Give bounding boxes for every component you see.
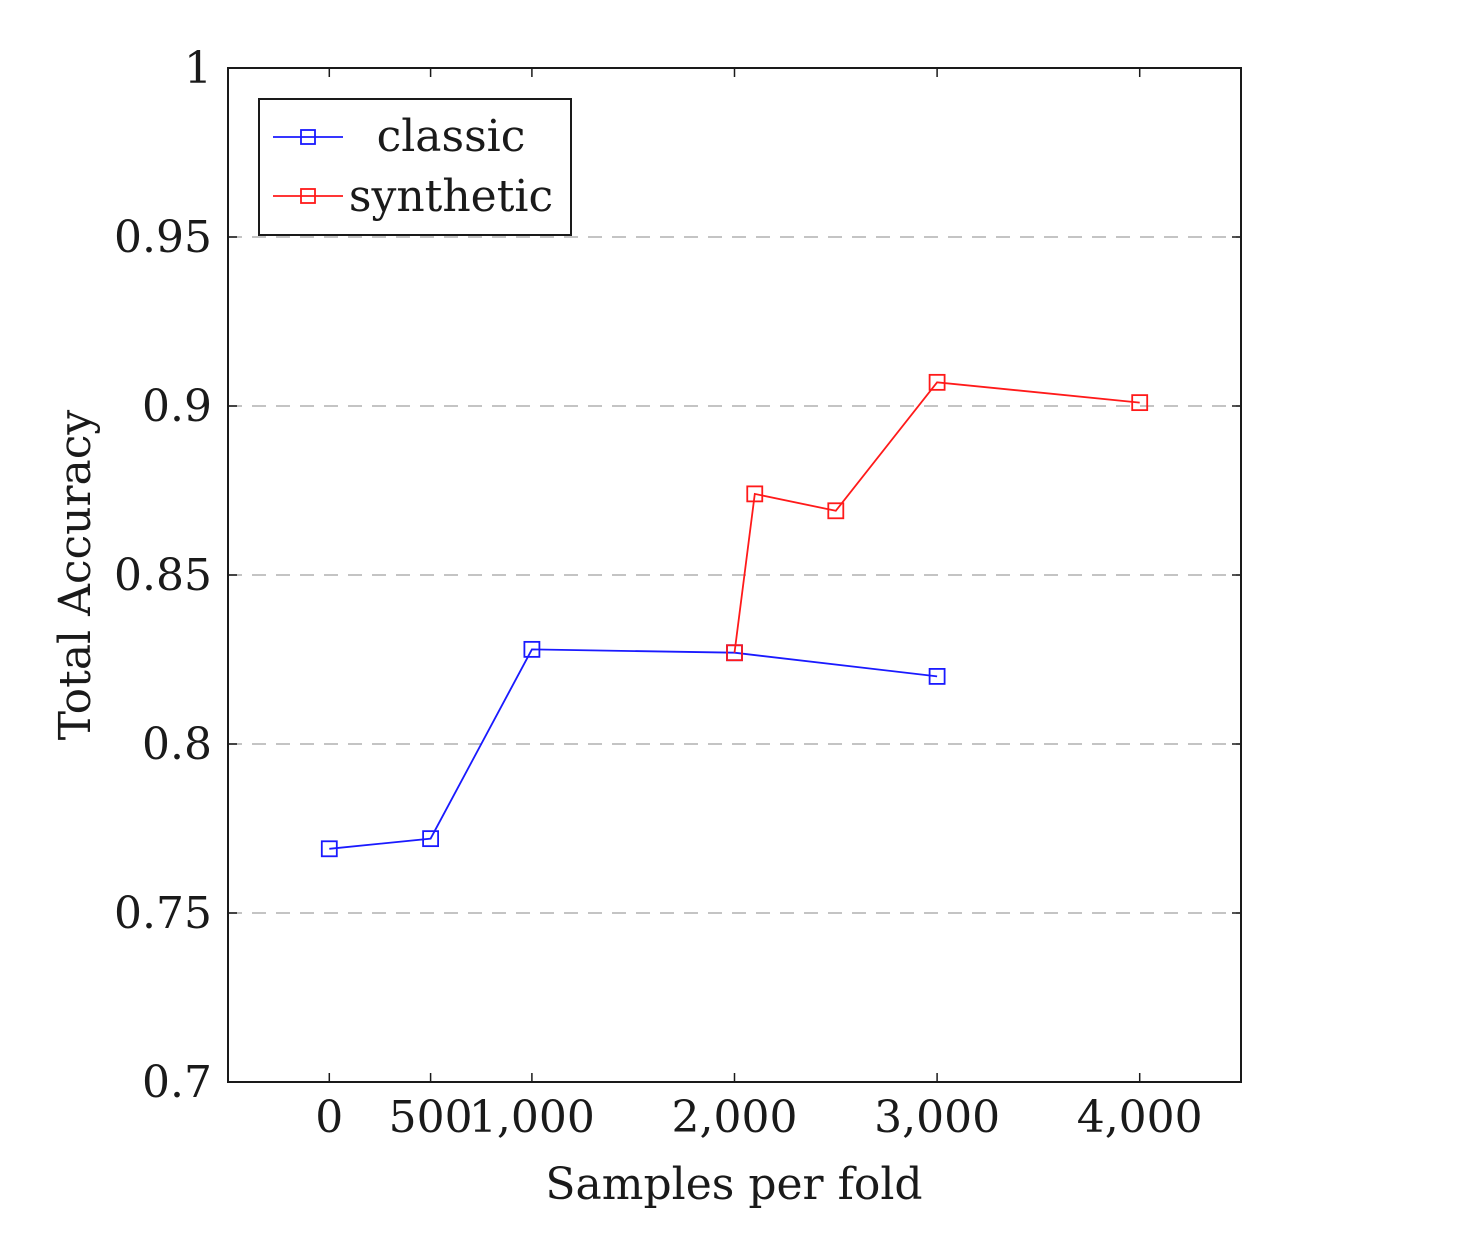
data-point-synthetic-0: [726, 644, 743, 662]
legend-marker-synthetic: [300, 188, 316, 204]
data-point-synthetic-3: [928, 373, 946, 391]
x-tick-label-0: 0: [315, 1092, 343, 1143]
legend-label-synthetic: synthetic: [349, 171, 553, 222]
series-line-synthetic: [733, 381, 1140, 653]
series-line-classic: [329, 648, 938, 850]
y-tick-label-0-85: 0.85: [114, 550, 212, 601]
x-tick-label-4-000: 4,000: [1077, 1092, 1203, 1143]
x-tick-label-2-000: 2,000: [672, 1092, 798, 1143]
legend-marker-classic: [300, 129, 316, 145]
plot-frame: [227, 67, 1242, 1083]
x-tick-label-3-000: 3,000: [874, 1092, 1000, 1143]
y-tick-label-0-7: 0.7: [142, 1057, 212, 1108]
data-point-classic-0: [320, 840, 338, 858]
y-tick-label-0-9: 0.9: [142, 381, 212, 432]
legend-entry-synthetic: synthetic: [273, 171, 553, 222]
x-tick-label-500: 500: [389, 1092, 473, 1143]
x-axis-title: Samples per fold: [545, 1159, 922, 1210]
series-layer: [320, 373, 1149, 858]
y-tick-label-0-8: 0.8: [142, 719, 212, 770]
series-synthetic: [726, 373, 1149, 662]
legend-entry-classic: classic: [273, 111, 525, 162]
y-tick-label-1: 1: [184, 43, 212, 94]
legend-label-classic: classic: [377, 111, 526, 162]
legend: classic synthetic: [258, 98, 572, 236]
y-tick-labels: 0.7 0.75 0.8 0.85 0.9 0.95 1: [114, 43, 212, 1108]
legend-box: [258, 98, 572, 236]
data-point-classic-2: [523, 640, 541, 658]
data-point-classic-1: [422, 830, 440, 848]
grid-lines: [228, 236, 1241, 914]
data-point-synthetic-4: [1131, 394, 1149, 412]
data-point-classic-4: [928, 668, 946, 685]
data-point-synthetic-2: [827, 502, 845, 520]
y-tick-label-0-75: 0.75: [114, 888, 212, 939]
y-tick-label-0-95: 0.95: [114, 212, 212, 263]
data-point-synthetic-1: [746, 485, 764, 503]
y-axis-title: Total Accuracy: [50, 410, 101, 741]
x-tick-label-1-000: 1,000: [469, 1092, 595, 1143]
